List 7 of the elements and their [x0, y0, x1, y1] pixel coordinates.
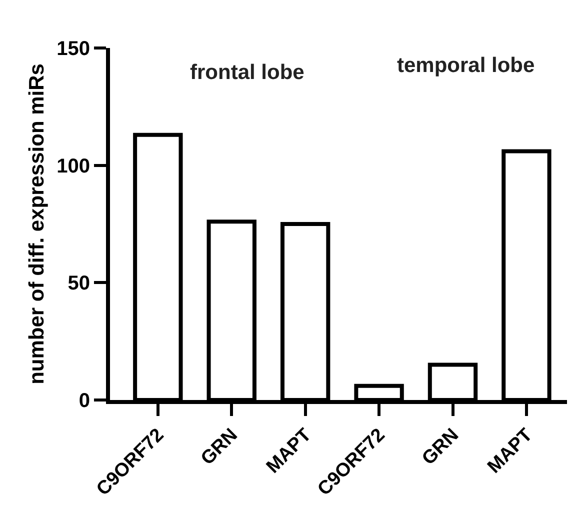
y-axis-title: number of diff. expression miRs: [25, 64, 48, 384]
y-tick-label: 0: [78, 390, 90, 412]
y-tick-label: 100: [56, 155, 90, 178]
annotation: temporal lobe: [397, 54, 535, 77]
y-tick-label: 50: [68, 272, 90, 295]
annotation: frontal lobe: [190, 61, 304, 84]
y-tick-label: 150: [56, 38, 90, 60]
